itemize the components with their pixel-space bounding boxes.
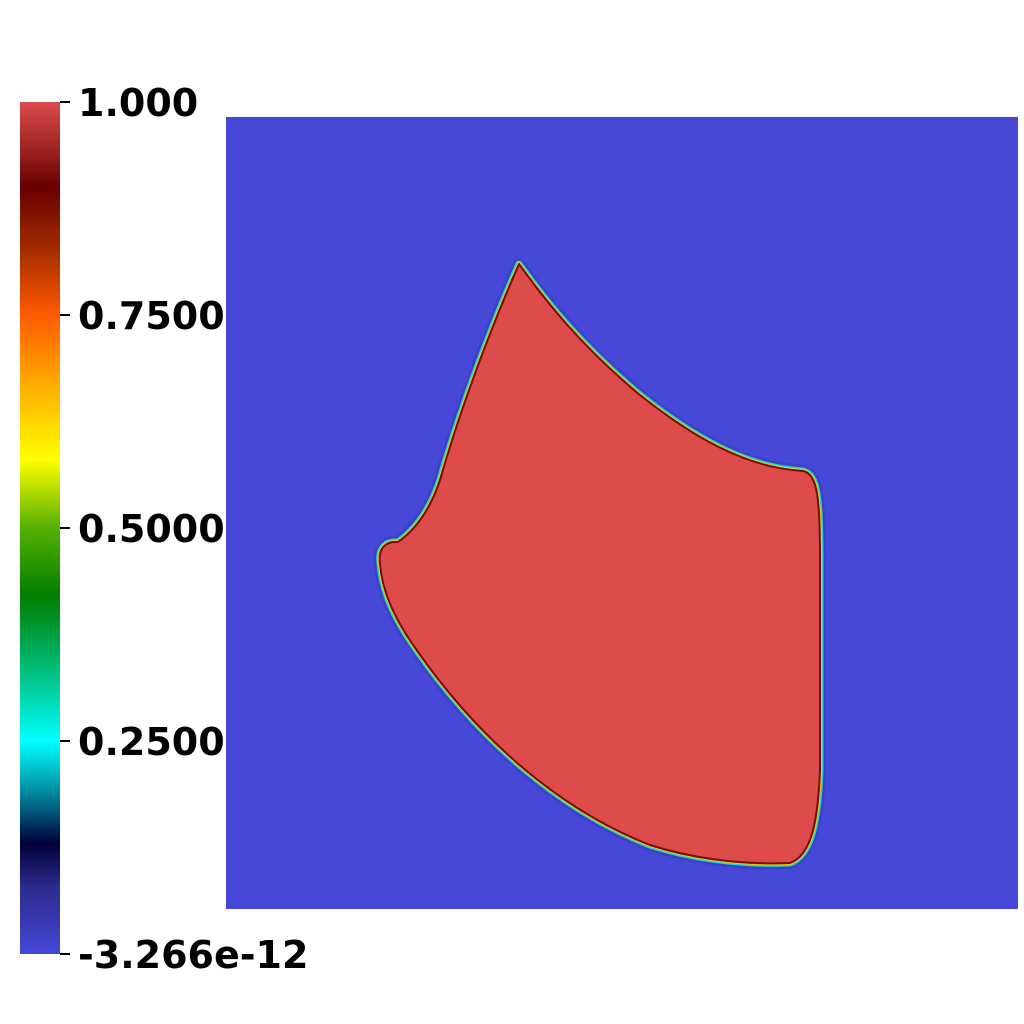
colorbar-ticks: 1.000 0.7500 0.5000 0.2500 -3.266e-12 [60,81,308,977]
colorbar-tick-label-0: 1.000 [78,81,198,125]
plot-area [226,117,1018,909]
colorbar-tick-label-2: 0.5000 [78,507,225,551]
colorbar-tick-label-4: -3.266e-12 [78,933,308,977]
region-value-1 [378,263,821,865]
colorbar-bar [20,102,60,954]
colorbar-tick-label-3: 0.2500 [78,720,225,764]
colorbar-tick-label-1: 0.7500 [78,294,225,338]
colorbar: 1.000 0.7500 0.5000 0.2500 -3.266e-12 [20,81,308,977]
